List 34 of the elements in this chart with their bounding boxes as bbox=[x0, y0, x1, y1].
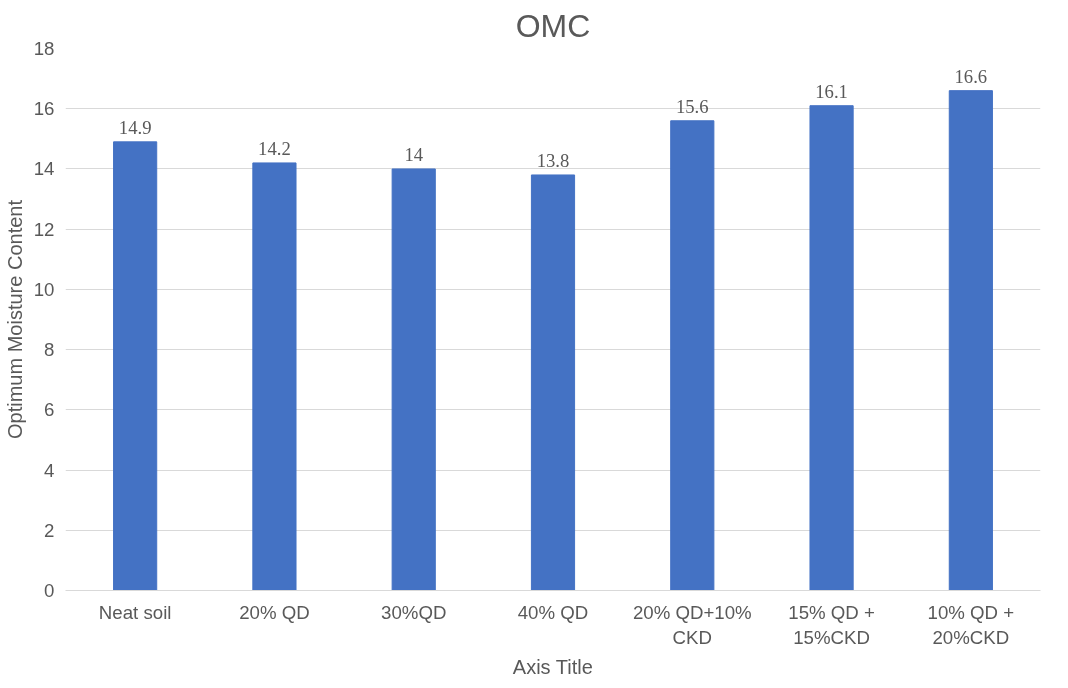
data-label: 14 bbox=[404, 143, 424, 165]
x-tick-label: 15% QD + 15%CKD bbox=[788, 601, 875, 648]
x-tick-label: 20% QD bbox=[239, 601, 310, 623]
x-tick-label: 30%QD bbox=[381, 601, 447, 623]
data-label: 15.6 bbox=[675, 95, 709, 117]
data-label: 16.1 bbox=[815, 80, 848, 102]
y-tick-label: 8 bbox=[44, 339, 55, 361]
x-axis-title: Axis Title bbox=[512, 655, 593, 678]
bar bbox=[809, 105, 854, 591]
bar bbox=[252, 162, 297, 591]
y-axis-title: Optimum Moisture Content bbox=[3, 199, 26, 439]
bar bbox=[391, 168, 436, 591]
bar bbox=[530, 174, 576, 591]
y-tick-label: 16 bbox=[33, 98, 55, 120]
data-label: 14.2 bbox=[258, 137, 291, 159]
x-tick-label: 20% QD+10% CKD bbox=[632, 601, 752, 648]
bar bbox=[113, 141, 158, 591]
chart-title: OMC bbox=[515, 7, 591, 44]
y-tick-label: 10 bbox=[33, 278, 55, 300]
y-tick-label: 12 bbox=[33, 218, 55, 240]
x-tick-label: Neat soil bbox=[98, 601, 172, 623]
x-tick-label: 10% QD + 20%CKD bbox=[927, 601, 1015, 648]
y-tick-label: 6 bbox=[44, 399, 55, 421]
x-tick-label: 40% QD bbox=[517, 601, 589, 623]
y-tick-label: 4 bbox=[44, 459, 55, 481]
bar bbox=[670, 120, 715, 591]
bar bbox=[948, 90, 993, 591]
y-tick-label: 18 bbox=[33, 38, 55, 59]
data-label: 16.6 bbox=[954, 65, 988, 87]
data-label: 14.9 bbox=[118, 116, 152, 138]
y-tick-label: 14 bbox=[33, 158, 55, 180]
y-tick-label: 2 bbox=[44, 519, 55, 541]
data-label: 13.8 bbox=[536, 149, 570, 171]
y-tick-label: 0 bbox=[44, 580, 55, 601]
